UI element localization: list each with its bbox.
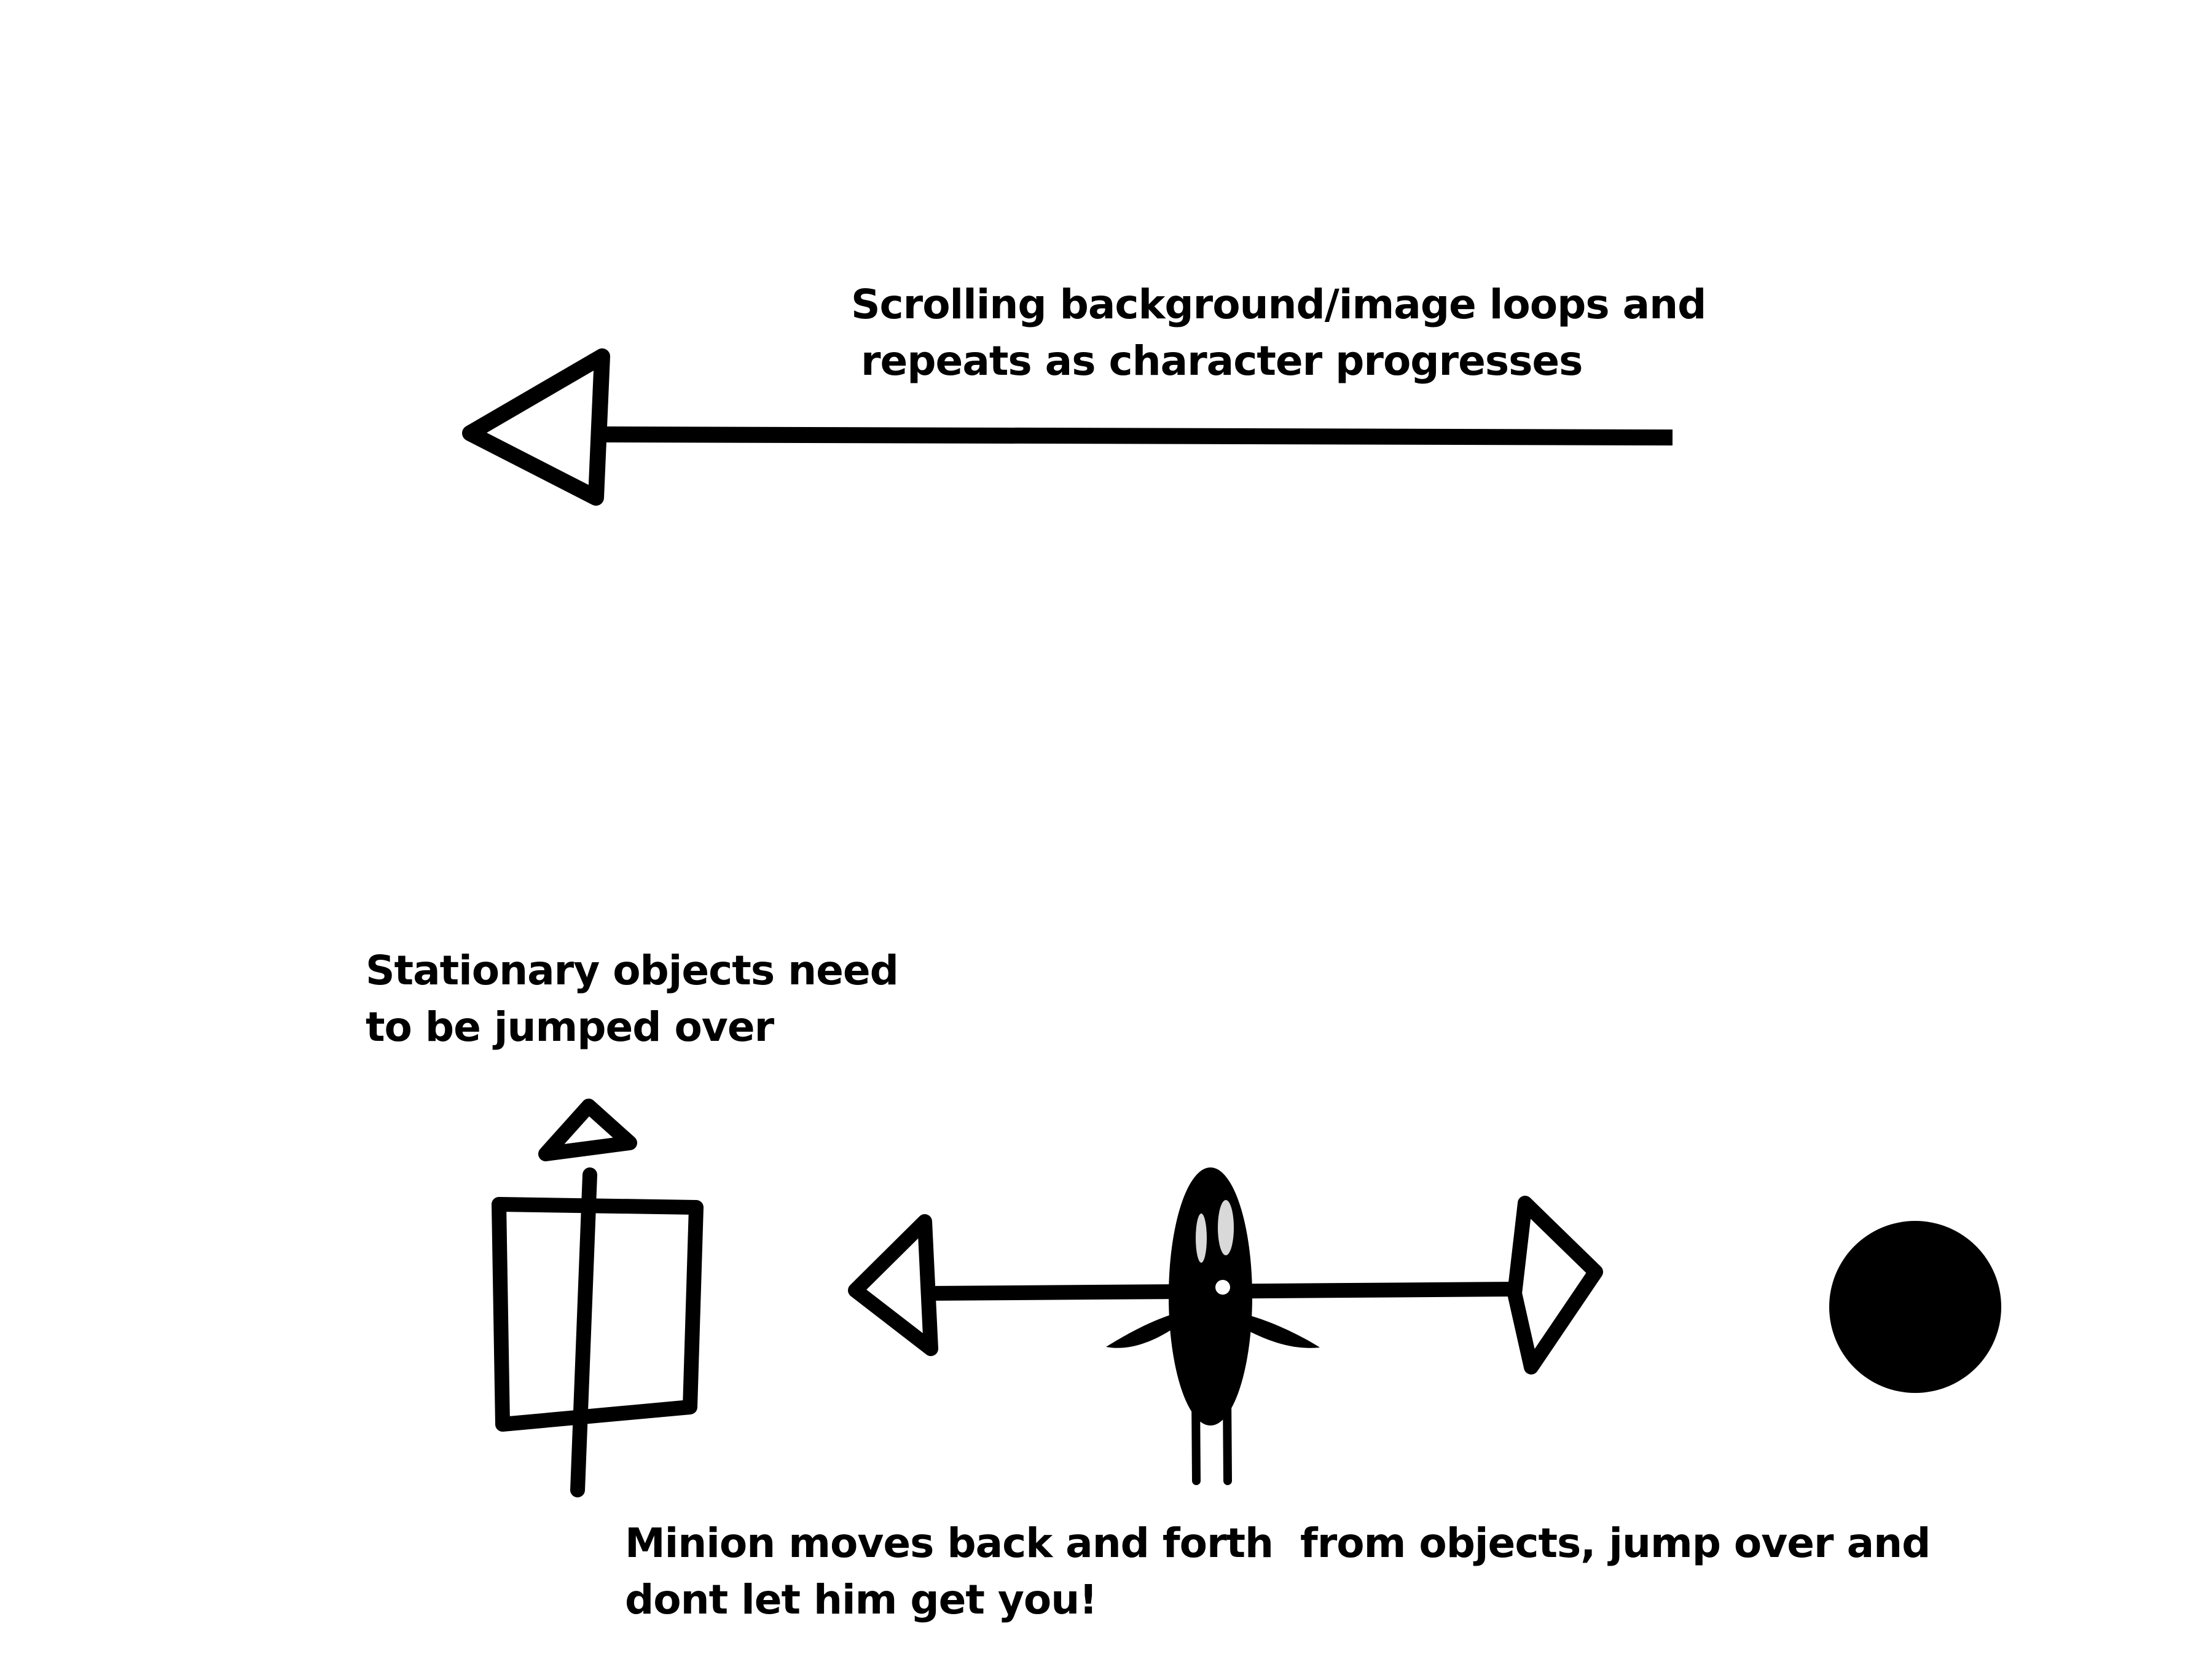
stationary-caption-line1: Stationary objects need (366, 947, 899, 994)
minion-eye-right (1218, 1200, 1234, 1255)
stationary-caption: Stationary objects need to be jumped ove… (366, 943, 899, 1056)
up-arrow-icon (538, 1099, 637, 1497)
scrolling-caption: Scrolling background/image loops and rep… (851, 276, 1706, 390)
minion-eye-left (1196, 1214, 1207, 1263)
left-arrow-icon (462, 348, 1673, 506)
scrolling-caption-line2: repeats as character progresses (861, 337, 1583, 385)
minion-caption-line1: Minion moves back and forth from objects… (625, 1520, 1931, 1567)
scrolling-caption-line1: Scrolling background/image loops and (851, 281, 1706, 328)
minion-caption: Minion moves back and forth from objects… (625, 1515, 1931, 1628)
minion-caption-line2: dont let him get you! (625, 1576, 1097, 1623)
box-icon (492, 1197, 704, 1432)
ball-icon (1829, 1221, 2001, 1393)
stationary-caption-line2: to be jumped over (366, 1003, 774, 1051)
minion-icon (1106, 1167, 1320, 1485)
